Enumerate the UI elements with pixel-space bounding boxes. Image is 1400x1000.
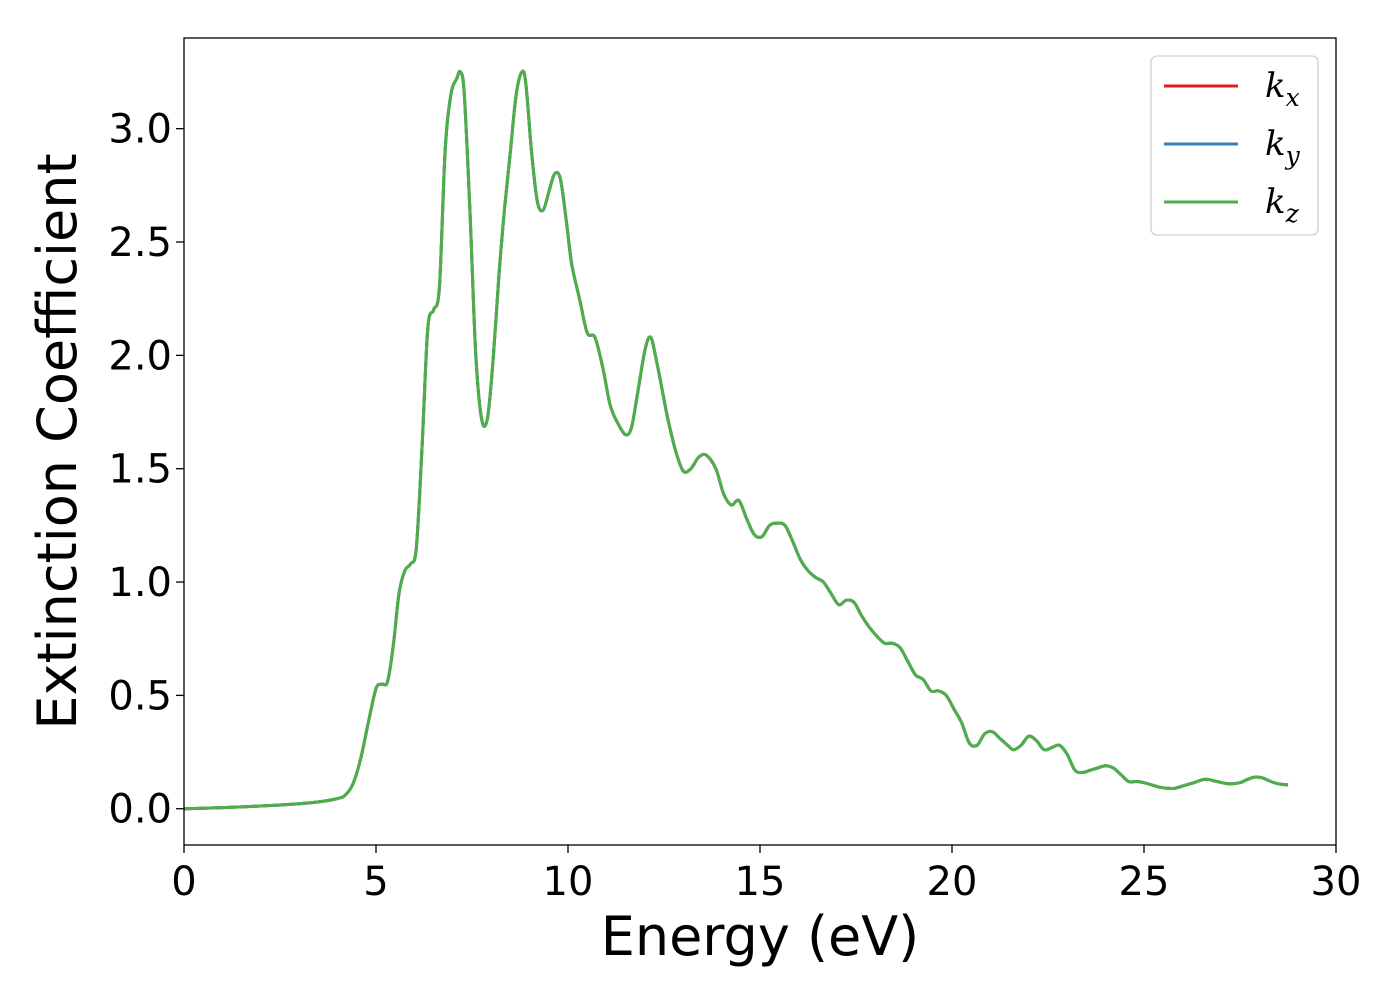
x-axis-label: Energy (eV) (601, 905, 920, 968)
x-tick-label: 25 (1119, 859, 1170, 905)
y-tick-label: 0.0 (108, 787, 172, 833)
y-tick-label: 2.5 (108, 220, 172, 266)
y-tick-label: 1.5 (108, 447, 172, 493)
x-tick-label: 15 (735, 859, 786, 905)
y-axis-label: Extinction Coefficient (26, 153, 89, 729)
x-axis-ticks: 0 5 10 15 20 25 30 (171, 845, 1361, 905)
x-tick-label: 30 (1311, 859, 1362, 905)
series-line-kz (183, 69, 1289, 811)
y-tick-label: 0.5 (108, 673, 172, 719)
plot-lines (183, 69, 1289, 811)
series-line-kx (183, 69, 1289, 811)
y-axis-ticks: 0.0 0.5 1.0 1.5 2.0 2.5 3.0 (108, 107, 184, 833)
legend-label-kx: kx (1265, 66, 1300, 112)
x-tick-label: 10 (543, 859, 594, 905)
x-tick-label: 0 (171, 859, 196, 905)
x-tick-label: 20 (927, 859, 978, 905)
y-tick-label: 1.0 (108, 560, 172, 606)
legend: kx ky kz (1150, 55, 1319, 236)
legend-label-kz: kz (1265, 182, 1300, 228)
y-tick-label: 2.0 (108, 333, 172, 379)
legend-label-ky: ky (1265, 124, 1301, 170)
series-line-ky (183, 69, 1289, 811)
x-tick-label: 5 (363, 859, 388, 905)
y-tick-label: 3.0 (108, 107, 172, 153)
